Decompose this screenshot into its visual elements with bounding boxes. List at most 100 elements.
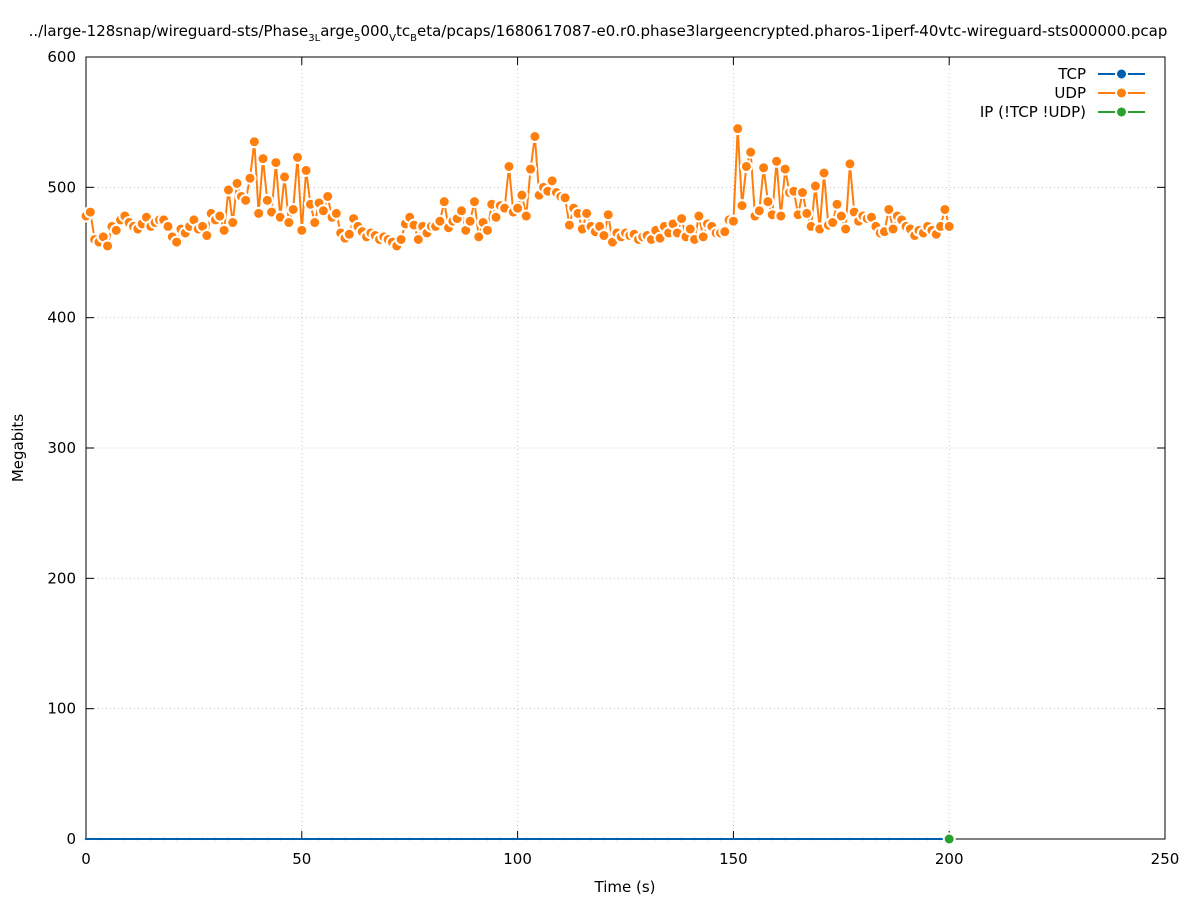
data-point bbox=[886, 222, 900, 236]
data-point bbox=[243, 171, 257, 185]
title-mid-3: tc bbox=[396, 22, 410, 40]
data-point bbox=[602, 837, 606, 841]
data-point bbox=[745, 837, 748, 841]
data-point bbox=[200, 229, 214, 243]
data-point bbox=[295, 223, 309, 237]
data-point bbox=[758, 837, 761, 841]
data-point bbox=[253, 837, 256, 841]
chart-title: ../large-128snap/wireguard-sts/Phase3Lar… bbox=[29, 22, 1168, 44]
data-point bbox=[628, 837, 632, 841]
data-point bbox=[227, 837, 230, 841]
data-point bbox=[421, 837, 424, 841]
series-ip-tcp-udp bbox=[942, 832, 956, 846]
data-point bbox=[467, 195, 481, 209]
title-sub-3: V bbox=[389, 33, 396, 44]
data-point bbox=[175, 837, 178, 841]
data-point bbox=[809, 837, 813, 841]
legend-marker bbox=[1115, 105, 1128, 119]
data-point bbox=[752, 204, 766, 218]
data-point bbox=[545, 174, 559, 188]
data-point bbox=[282, 216, 296, 230]
data-point bbox=[615, 837, 619, 841]
data-point bbox=[732, 837, 735, 841]
data-point bbox=[942, 832, 956, 846]
data-point bbox=[269, 156, 283, 170]
data-point bbox=[525, 837, 528, 841]
data-point bbox=[434, 837, 437, 841]
data-point bbox=[395, 837, 398, 841]
data-point bbox=[719, 837, 722, 841]
legend-item-udp: UDP bbox=[1054, 84, 1145, 102]
data-point bbox=[330, 837, 334, 841]
y-tick-label: 300 bbox=[47, 439, 76, 457]
x-tick-label: 200 bbox=[935, 850, 964, 868]
data-point bbox=[800, 206, 814, 220]
data-point bbox=[256, 152, 270, 166]
data-point bbox=[101, 239, 115, 253]
data-point bbox=[771, 837, 774, 841]
y-tick-label: 500 bbox=[47, 178, 76, 196]
y-tick-label: 600 bbox=[47, 48, 76, 66]
data-point bbox=[342, 227, 356, 241]
data-point bbox=[437, 195, 451, 209]
data-point bbox=[822, 837, 826, 841]
data-point bbox=[463, 214, 477, 228]
data-point bbox=[123, 837, 127, 841]
data-point bbox=[667, 837, 670, 841]
data-point bbox=[136, 837, 139, 841]
data-point bbox=[499, 837, 502, 841]
data-point bbox=[460, 837, 463, 841]
data-point bbox=[473, 837, 476, 841]
data-point bbox=[433, 214, 447, 228]
data-point bbox=[502, 159, 516, 173]
data-point bbox=[247, 135, 261, 149]
x-tick-label: 250 bbox=[1151, 850, 1180, 868]
data-point bbox=[214, 837, 217, 841]
data-point bbox=[286, 202, 300, 216]
data-point bbox=[641, 837, 644, 841]
data-point bbox=[447, 837, 450, 841]
series-udp bbox=[79, 122, 956, 253]
x-tick-label: 150 bbox=[719, 850, 748, 868]
legend-item-ip-tcp-udp: IP (!TCP !UDP) bbox=[980, 103, 1145, 121]
data-point bbox=[188, 837, 191, 841]
data-point bbox=[796, 837, 800, 841]
data-point bbox=[230, 176, 244, 190]
data-point bbox=[834, 209, 848, 223]
title-suffix: eta/pcaps/1680617087-e0.r0.phase3largeen… bbox=[417, 22, 1167, 40]
data-point bbox=[239, 193, 253, 207]
legend-label: UDP bbox=[1054, 84, 1086, 102]
data-point bbox=[774, 209, 788, 223]
data-point bbox=[290, 150, 304, 164]
data-point bbox=[170, 235, 184, 249]
data-point bbox=[683, 222, 697, 236]
data-point bbox=[783, 837, 787, 841]
data-point bbox=[939, 837, 942, 841]
data-point bbox=[343, 837, 347, 841]
title-prefix: ../large-128snap/wireguard-sts/Phase bbox=[29, 22, 309, 40]
legend-label: TCP bbox=[1057, 65, 1086, 83]
title-sub-1: 3L bbox=[308, 33, 320, 44]
data-point bbox=[795, 186, 809, 200]
data-point bbox=[692, 209, 706, 223]
data-point bbox=[735, 199, 749, 213]
data-point bbox=[83, 205, 97, 219]
data-point bbox=[515, 188, 529, 202]
title-mid-2: 000 bbox=[360, 22, 389, 40]
data-point bbox=[511, 201, 525, 215]
data-point bbox=[808, 179, 822, 193]
data-point bbox=[382, 837, 386, 841]
data-point bbox=[316, 204, 330, 218]
data-point bbox=[411, 232, 425, 246]
data-point bbox=[486, 837, 489, 841]
data-point bbox=[589, 837, 593, 841]
data-point bbox=[882, 202, 896, 216]
data-point bbox=[308, 216, 322, 230]
y-axis-label: Megabits bbox=[9, 414, 27, 482]
series bbox=[79, 122, 956, 846]
data-point bbox=[913, 837, 916, 841]
x-tick-label: 0 bbox=[81, 850, 91, 868]
data-point bbox=[696, 230, 710, 244]
data-point bbox=[110, 837, 114, 841]
